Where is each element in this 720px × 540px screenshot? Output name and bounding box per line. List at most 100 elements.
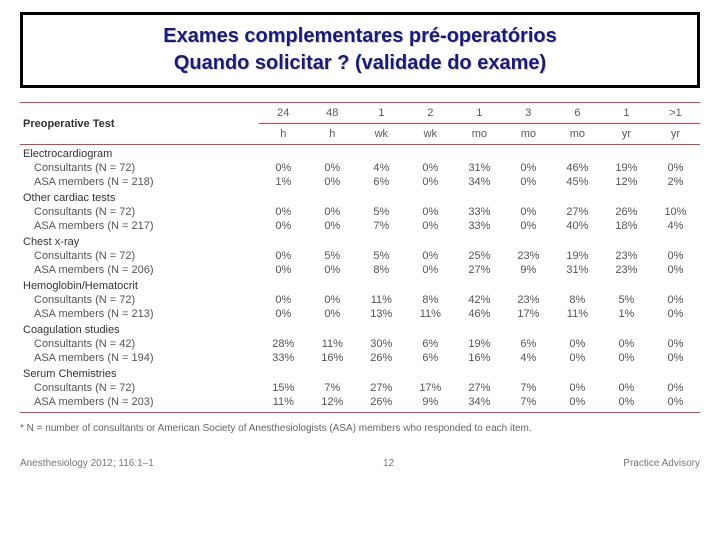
cell-value: 0% (406, 175, 455, 189)
cell-value: 0% (406, 249, 455, 263)
cell-value: 17% (504, 307, 553, 321)
cell-value: 25% (455, 249, 504, 263)
table-row: ASA members (N = 194)33%16%26%6%16%4%0%0… (20, 351, 700, 365)
table-row: ASA members (N = 213)0%0%13%11%46%17%11%… (20, 307, 700, 321)
cell-value: 8% (553, 293, 602, 307)
cell-value: 0% (308, 293, 357, 307)
cell-value: 0% (602, 395, 651, 413)
col-unit: h (259, 124, 308, 145)
cell-value: 10% (651, 205, 700, 219)
row-label: ASA members (N = 213) (20, 307, 259, 321)
cell-value: 0% (259, 263, 308, 277)
cell-value: 18% (602, 219, 651, 233)
cell-value: 26% (357, 351, 406, 365)
cell-value: 0% (651, 351, 700, 365)
cell-value: 0% (651, 395, 700, 413)
col-head: >1 (651, 103, 700, 124)
cell-value: 46% (553, 161, 602, 175)
col-unit: mo (504, 124, 553, 145)
col-head: 1 (602, 103, 651, 124)
cell-value: 0% (553, 337, 602, 351)
cell-value: 7% (504, 381, 553, 395)
cell-value: 11% (308, 337, 357, 351)
cell-value: 34% (455, 395, 504, 413)
cell-value: 0% (651, 161, 700, 175)
cell-value: 12% (602, 175, 651, 189)
cell-value: 7% (357, 219, 406, 233)
cell-value: 8% (406, 293, 455, 307)
cell-value: 12% (308, 395, 357, 413)
row-label: Consultants (N = 72) (20, 293, 259, 307)
cell-value: 26% (602, 205, 651, 219)
cell-value: 13% (357, 307, 406, 321)
cell-value: 0% (308, 205, 357, 219)
group-label: Other cardiac tests (20, 189, 700, 205)
cell-value: 45% (553, 175, 602, 189)
cell-value: 6% (406, 351, 455, 365)
cell-value: 6% (357, 175, 406, 189)
cell-value: 0% (259, 205, 308, 219)
col-head: 1 (357, 103, 406, 124)
footer-center: 12 (383, 458, 394, 469)
cell-value: 11% (259, 395, 308, 413)
cell-value: 0% (553, 351, 602, 365)
cell-value: 31% (553, 263, 602, 277)
cell-value: 9% (504, 263, 553, 277)
row-label: Consultants (N = 72) (20, 161, 259, 175)
col-unit: wk (406, 124, 455, 145)
cell-value: 33% (455, 219, 504, 233)
cell-value: 0% (504, 219, 553, 233)
cell-value: 5% (308, 249, 357, 263)
cell-value: 27% (455, 381, 504, 395)
cell-value: 11% (406, 307, 455, 321)
cell-value: 0% (602, 337, 651, 351)
row-label: ASA members (N = 203) (20, 395, 259, 413)
col-unit: mo (455, 124, 504, 145)
title-box: Exames complementares pré-operatórios Qu… (20, 12, 700, 88)
cell-value: 23% (504, 249, 553, 263)
cell-value: 0% (504, 205, 553, 219)
cell-value: 0% (651, 307, 700, 321)
cell-value: 0% (308, 307, 357, 321)
table-row: Consultants (N = 72)0%0%5%0%33%0%27%26%1… (20, 205, 700, 219)
row-label: Consultants (N = 72) (20, 205, 259, 219)
cell-value: 0% (504, 175, 553, 189)
row-label: Consultants (N = 72) (20, 381, 259, 395)
cell-value: 15% (259, 381, 308, 395)
preop-table: Preoperative Test 24 48 1 2 1 3 6 1 >1 h… (20, 102, 700, 413)
cell-value: 0% (308, 219, 357, 233)
cell-value: 19% (455, 337, 504, 351)
cell-value: 27% (553, 205, 602, 219)
group-label: Chest x-ray (20, 233, 700, 249)
cell-value: 11% (357, 293, 406, 307)
cell-value: 33% (259, 351, 308, 365)
cell-value: 0% (553, 395, 602, 413)
cell-value: 7% (308, 381, 357, 395)
cell-value: 9% (406, 395, 455, 413)
cell-value: 33% (455, 205, 504, 219)
col-unit: h (308, 124, 357, 145)
row-label: ASA members (N = 217) (20, 219, 259, 233)
cell-value: 23% (602, 249, 651, 263)
row-label: ASA members (N = 218) (20, 175, 259, 189)
title-line-2: Quando solicitar ? (validade do exame) (35, 50, 685, 77)
cell-value: 0% (308, 175, 357, 189)
cell-value: 19% (553, 249, 602, 263)
col-head: 24 (259, 103, 308, 124)
cell-value: 0% (406, 161, 455, 175)
cell-value: 34% (455, 175, 504, 189)
cell-value: 7% (504, 395, 553, 413)
cell-value: 0% (259, 293, 308, 307)
table-row: Consultants (N = 72)0%0%11%8%42%23%8%5%0… (20, 293, 700, 307)
cell-value: 23% (602, 263, 651, 277)
cell-value: 0% (651, 263, 700, 277)
cell-value: 4% (357, 161, 406, 175)
row-label: ASA members (N = 206) (20, 263, 259, 277)
footer-right: Practice Advisory (623, 458, 700, 469)
col-head: 48 (308, 103, 357, 124)
table-row: Consultants (N = 42)28%11%30%6%19%6%0%0%… (20, 337, 700, 351)
cell-value: 6% (406, 337, 455, 351)
col-head: 2 (406, 103, 455, 124)
table-row: ASA members (N = 218)1%0%6%0%34%0%45%12%… (20, 175, 700, 189)
group-label: Serum Chemistries (20, 365, 700, 381)
